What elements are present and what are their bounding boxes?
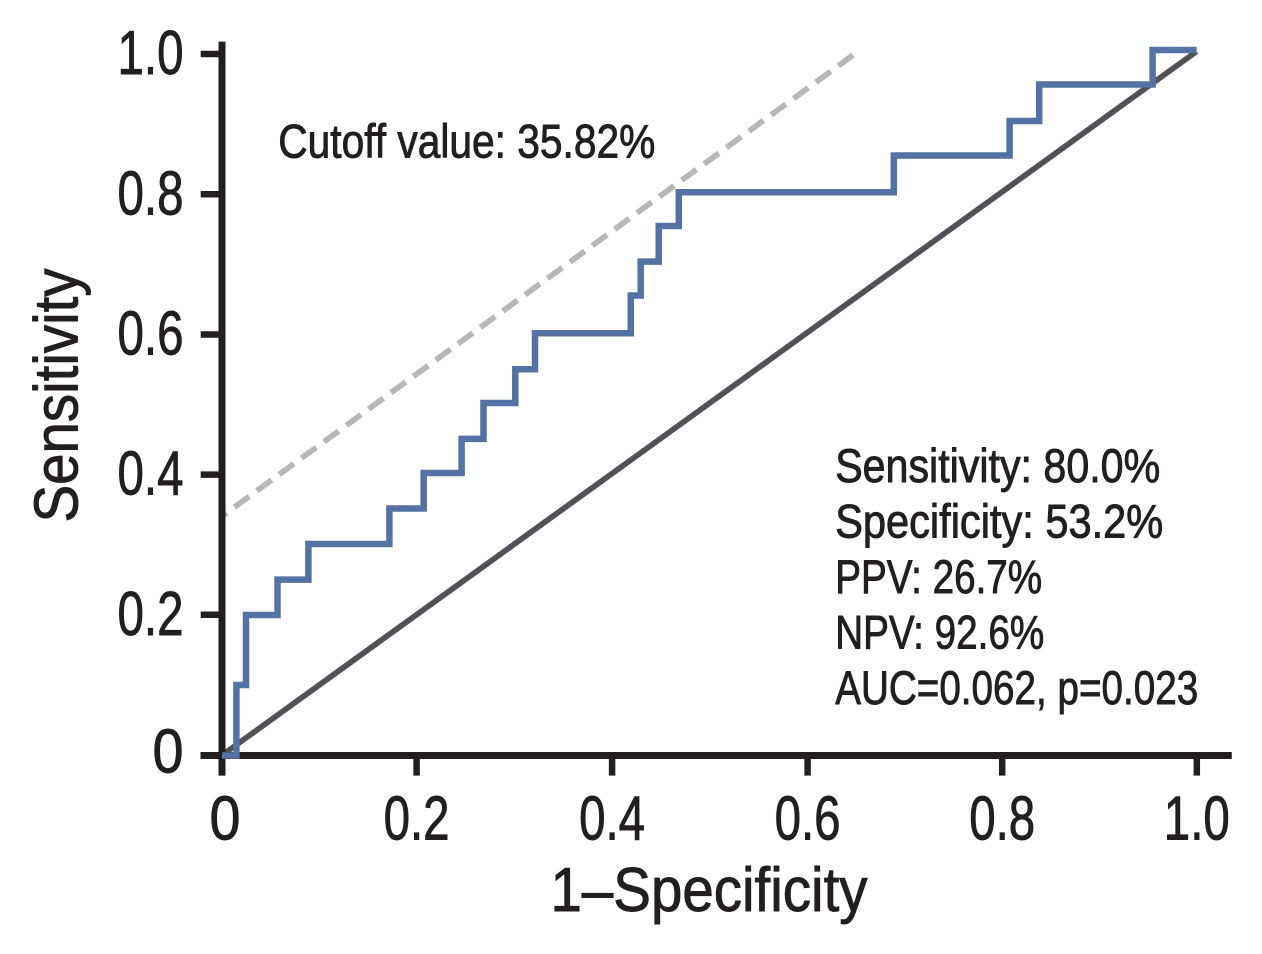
svg-text:1.0: 1.0 xyxy=(1164,783,1230,853)
svg-text:0: 0 xyxy=(153,717,184,787)
svg-text:Cutoff value: 35.82%: Cutoff value: 35.82% xyxy=(278,116,655,169)
svg-text:0.4: 0.4 xyxy=(579,783,645,853)
svg-text:0.8: 0.8 xyxy=(969,783,1035,853)
svg-text:0.8: 0.8 xyxy=(118,158,184,228)
svg-text:0.6: 0.6 xyxy=(775,783,841,853)
svg-text:1.0: 1.0 xyxy=(118,18,184,88)
svg-text:0.4: 0.4 xyxy=(118,439,184,509)
svg-text:Specificity: 53.2%: Specificity: 53.2% xyxy=(835,496,1163,549)
svg-text:0.2: 0.2 xyxy=(118,579,184,649)
svg-text:0.2: 0.2 xyxy=(384,783,450,853)
svg-text:0: 0 xyxy=(210,783,241,853)
svg-text:AUC=0.062, p=0.023: AUC=0.062, p=0.023 xyxy=(835,662,1198,715)
svg-text:1–Specificity: 1–Specificity xyxy=(551,856,868,925)
svg-text:PPV: 26.7%: PPV: 26.7% xyxy=(835,551,1042,604)
svg-text:NPV: 92.6%: NPV: 92.6% xyxy=(835,607,1044,660)
svg-text:Sensitivity: Sensitivity xyxy=(23,269,92,523)
svg-text:0.6: 0.6 xyxy=(118,299,184,369)
svg-text:Sensitivity: 80.0%: Sensitivity: 80.0% xyxy=(835,440,1160,493)
